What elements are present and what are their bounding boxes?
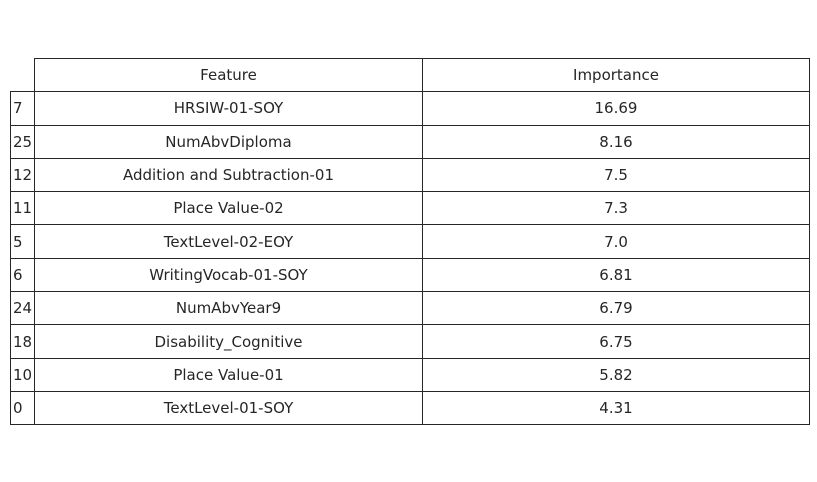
feature-cell: NumAbvDiploma bbox=[34, 124, 423, 159]
table-row: 25 NumAbvDiploma 8.16 bbox=[10, 124, 810, 159]
table-row: 0 TextLevel-01-SOY 4.31 bbox=[10, 390, 810, 426]
importance-cell: 8.16 bbox=[422, 124, 810, 159]
header-row: Feature Importance bbox=[10, 57, 810, 93]
row-index-cell: 25 bbox=[10, 124, 35, 159]
importance-cell: 6.75 bbox=[422, 324, 810, 359]
importance-cell: 4.31 bbox=[422, 390, 810, 426]
table-row: 5 TextLevel-02-EOY 7.0 bbox=[10, 224, 810, 259]
table-row: 6 WritingVocab-01-SOY 6.81 bbox=[10, 257, 810, 293]
table-row: 12 Addition and Subtraction-01 7.5 bbox=[10, 157, 810, 193]
table-row: 18 Disability_Cognitive 6.75 bbox=[10, 324, 810, 359]
row-index-cell: 5 bbox=[10, 224, 35, 259]
feature-cell: HRSIW-01-SOY bbox=[34, 91, 423, 126]
table-row: 11 Place Value-02 7.3 bbox=[10, 191, 810, 226]
feature-importance-table: Feature Importance 7 HRSIW-01-SOY 16.69 25 N… bbox=[10, 57, 810, 426]
row-index-cell: 18 bbox=[10, 324, 35, 359]
feature-cell: NumAbvYear9 bbox=[34, 291, 423, 326]
row-index-cell: 11 bbox=[10, 191, 35, 226]
table-body: 7 HRSIW-01-SOY 16.69 25 NumAbvDiploma 8.16 12 A… bbox=[10, 91, 810, 426]
feature-cell: TextLevel-02-EOY bbox=[34, 224, 423, 259]
row-index-cell: 0 bbox=[10, 390, 35, 426]
row-index-cell: 7 bbox=[10, 91, 35, 126]
importance-cell: 7.5 bbox=[422, 157, 810, 193]
feature-cell: Disability_Cognitive bbox=[34, 324, 423, 359]
importance-cell: 7.3 bbox=[422, 191, 810, 226]
feature-cell: TextLevel-01-SOY bbox=[34, 390, 423, 426]
row-index-cell: 6 bbox=[10, 257, 35, 293]
row-index-cell: 24 bbox=[10, 291, 35, 326]
feature-column-header: Feature bbox=[34, 57, 423, 93]
feature-cell: WritingVocab-01-SOY bbox=[34, 257, 423, 293]
importance-cell: 5.82 bbox=[422, 357, 810, 392]
index-header-cell bbox=[10, 58, 35, 93]
feature-cell: Place Value-02 bbox=[34, 191, 423, 226]
importance-cell: 6.81 bbox=[422, 257, 810, 293]
table-row: 10 Place Value-01 5.82 bbox=[10, 357, 810, 392]
table-row: 7 HRSIW-01-SOY 16.69 bbox=[10, 91, 810, 126]
importance-cell: 16.69 bbox=[422, 91, 810, 126]
feature-cell: Addition and Subtraction-01 bbox=[34, 157, 423, 193]
row-index-cell: 12 bbox=[10, 157, 35, 193]
row-index-cell: 10 bbox=[10, 357, 35, 392]
importance-cell: 7.0 bbox=[422, 224, 810, 259]
feature-cell: Place Value-01 bbox=[34, 357, 423, 392]
table-row: 24 NumAbvYear9 6.79 bbox=[10, 291, 810, 326]
importance-cell: 6.79 bbox=[422, 291, 810, 326]
importance-column-header: Importance bbox=[422, 57, 810, 93]
